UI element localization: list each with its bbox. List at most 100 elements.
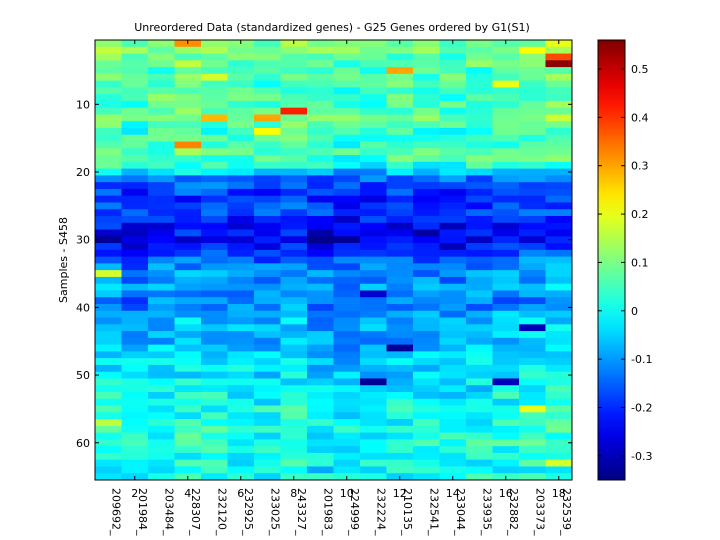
- heatmap-cell: [333, 87, 361, 95]
- heatmap-cell: [121, 331, 149, 339]
- heatmap-cell: [95, 175, 122, 183]
- heatmap-cell: [95, 46, 122, 54]
- heatmap-cell: [201, 80, 228, 88]
- heatmap-cell: [121, 405, 149, 413]
- heatmap-cell: [148, 222, 175, 230]
- heatmap-cell: [227, 419, 255, 427]
- heatmap-cell: [466, 53, 493, 61]
- heatmap-cell: [201, 385, 228, 393]
- heatmap-cell: [201, 304, 228, 312]
- heatmap-cell: [174, 94, 202, 102]
- heatmap-cell: [439, 452, 467, 461]
- heatmap-cell: [360, 432, 387, 440]
- heatmap-cell: [386, 378, 414, 386]
- heatmap-cell: [492, 229, 520, 237]
- heatmap-cell: [227, 283, 255, 291]
- heatmap-cell: [360, 114, 387, 122]
- heatmap-cell: [95, 73, 122, 82]
- heatmap-cell: [148, 452, 175, 461]
- heatmap-cell: [227, 53, 255, 61]
- heatmap-cell: [519, 439, 546, 447]
- heatmap-cell: [307, 236, 334, 244]
- heatmap-cell: [280, 452, 308, 461]
- heatmap-cell: [360, 439, 387, 447]
- heatmap-cell: [333, 304, 361, 312]
- heatmap-cell: [121, 446, 149, 454]
- heatmap-cell: [360, 46, 387, 54]
- heatmap-cell: [360, 304, 387, 312]
- heatmap-cell: [201, 202, 228, 210]
- heatmap-cell: [307, 459, 334, 467]
- heatmap-cell: [121, 243, 149, 251]
- heatmap-cell: [519, 432, 546, 440]
- heatmap-cell: [254, 128, 281, 136]
- heatmap-cell: [466, 87, 493, 95]
- heatmap-cell: [333, 412, 361, 420]
- heatmap-cell: [545, 148, 573, 156]
- heatmap-cell: [227, 331, 255, 339]
- heatmap-cell: [466, 412, 493, 420]
- heatmap-cell: [439, 324, 467, 332]
- heatmap-cell: [439, 114, 467, 122]
- heatmap-cell: [227, 297, 255, 305]
- heatmap-cell: [545, 188, 573, 197]
- heatmap-cell: [307, 94, 334, 102]
- heatmap-cell: [201, 473, 228, 481]
- heatmap-cell: [386, 283, 414, 291]
- heatmap-cell: [333, 371, 361, 379]
- heatmap-cell: [333, 141, 361, 149]
- heatmap-cell: [492, 398, 520, 406]
- heatmap-cell: [307, 378, 334, 386]
- heatmap-cell: [201, 405, 228, 413]
- heatmap-cell: [95, 128, 122, 136]
- heatmap-cell: [333, 358, 361, 366]
- heatmap-cell: [280, 94, 308, 102]
- heatmap-cell: [227, 216, 255, 224]
- heatmap-cell: [254, 276, 281, 285]
- x-tick-label: 8: [290, 487, 297, 500]
- heatmap-cell: [492, 331, 520, 339]
- heatmap-cell: [201, 378, 228, 386]
- heatmap-cell: [280, 195, 308, 203]
- heatmap-cell: [333, 188, 361, 197]
- heatmap-cell: [280, 121, 308, 129]
- heatmap-cell: [174, 310, 202, 318]
- heatmap-cell: [280, 439, 308, 447]
- heatmap-cell: [466, 107, 493, 115]
- heatmap-cell: [466, 317, 493, 325]
- heatmap-cell: [439, 94, 467, 102]
- heatmap-cell: [492, 405, 520, 413]
- heatmap-cell: [386, 392, 414, 400]
- heatmap-cell: [466, 222, 493, 230]
- heatmap-cell: [174, 439, 202, 447]
- heatmap-cell: [174, 107, 202, 115]
- heatmap-cell: [413, 358, 440, 366]
- heatmap-cell: [280, 249, 308, 258]
- heatmap-cell: [174, 276, 202, 285]
- heatmap-cell: [492, 188, 520, 197]
- heatmap-cell: [174, 161, 202, 170]
- heatmap-cell: [492, 222, 520, 230]
- heatmap-cell: [148, 100, 175, 109]
- heatmap-cell: [413, 87, 440, 95]
- heatmap-cell: [466, 195, 493, 203]
- plot-frame: [94, 39, 573, 481]
- heatmap-cell: [545, 290, 573, 298]
- heatmap-cell: [254, 304, 281, 312]
- heatmap-cell: [439, 297, 467, 305]
- heatmap-cell: [466, 249, 493, 258]
- heatmap-cell: [333, 331, 361, 339]
- heatmap-cell: [280, 148, 308, 156]
- heatmap-cell: [174, 256, 202, 264]
- heatmap-cell: [333, 466, 361, 474]
- heatmap-cell: [439, 168, 467, 176]
- heatmap-cell: [307, 243, 334, 251]
- heatmap-cell: [95, 432, 122, 440]
- heatmap-cell: [227, 364, 255, 373]
- heatmap-cell: [439, 53, 467, 61]
- heatmap-cell: [307, 473, 334, 481]
- heatmap-cell: [95, 53, 122, 61]
- heatmap-cell: [254, 425, 281, 434]
- heatmap-cell: [307, 202, 334, 210]
- heatmap-cell: [545, 168, 573, 176]
